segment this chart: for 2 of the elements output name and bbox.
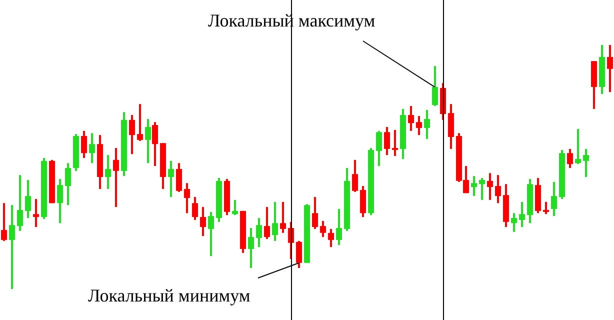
candlestick [392, 130, 398, 156]
annotation: Локальный минимум [88, 286, 250, 306]
